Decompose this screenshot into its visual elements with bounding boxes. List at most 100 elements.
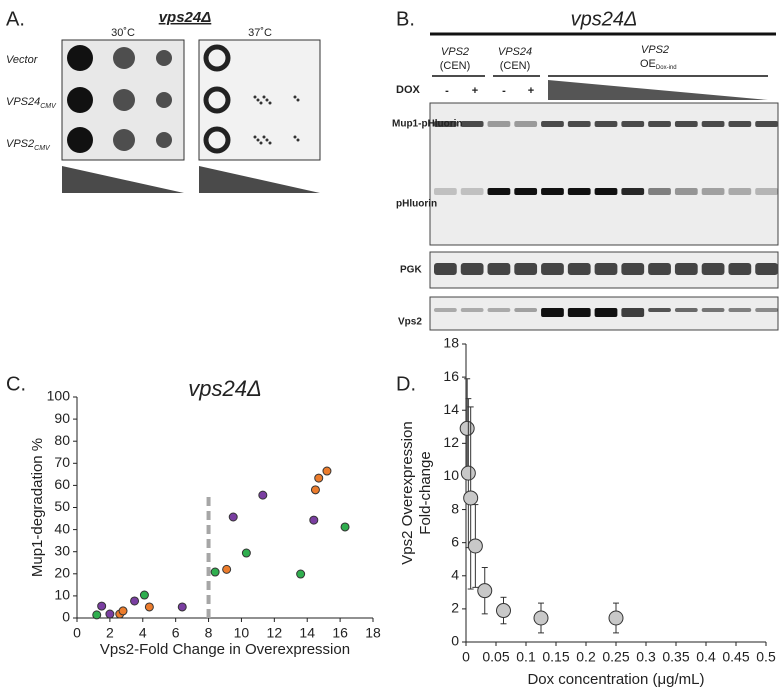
x-tick-label: 0.45 <box>722 649 749 665</box>
spot <box>265 138 269 142</box>
band <box>514 308 538 312</box>
band <box>621 308 645 317</box>
band <box>434 188 457 195</box>
point <box>496 603 511 619</box>
spot <box>293 135 297 139</box>
x-tick-label: 16 <box>332 625 348 641</box>
y-tick-label: 80 <box>54 432 70 448</box>
band <box>434 308 457 312</box>
y-tick-label: 6 <box>451 533 459 549</box>
point <box>608 610 624 626</box>
point <box>222 564 232 574</box>
panel-title: vps24Δ <box>159 9 212 26</box>
decoration <box>61 32 779 331</box>
band <box>594 121 618 127</box>
band <box>648 263 671 275</box>
band <box>728 308 752 312</box>
spot <box>262 135 266 139</box>
band <box>674 121 698 127</box>
band <box>567 121 591 127</box>
y-tick-label: 16 <box>443 368 459 384</box>
band-label: Vps2 <box>398 317 422 328</box>
y-tick-label: 4 <box>451 566 459 582</box>
y-tick-label: 18 <box>443 335 459 351</box>
x-tick-label: 0.15 <box>542 649 569 665</box>
panel-label: D. <box>396 373 416 395</box>
panel-label: A. <box>6 8 25 30</box>
band <box>674 308 698 312</box>
band <box>728 188 752 195</box>
spot <box>262 95 266 99</box>
x-axis-label: Dox concentration (μg/mL) <box>527 671 704 688</box>
point <box>296 569 306 579</box>
y-tick-label: 0 <box>62 609 70 625</box>
band <box>487 308 511 312</box>
band-label: pHluorin <box>396 199 437 210</box>
row-name: VPS2 <box>6 138 34 150</box>
row-label: VPS2CMV <box>6 138 51 152</box>
spot <box>296 98 300 102</box>
y-axis-label: Mup1-degradation % <box>29 438 46 577</box>
spot <box>253 95 257 99</box>
band <box>487 188 511 195</box>
y-tick-label: 8 <box>451 500 459 516</box>
band <box>594 308 618 317</box>
x-tick-label: 0.35 <box>662 649 689 665</box>
spot <box>203 86 231 114</box>
band <box>514 188 538 195</box>
x-tick-label: 8 <box>205 625 213 641</box>
point <box>130 596 140 606</box>
spot <box>268 141 272 145</box>
y-tick-label: 40 <box>54 520 70 536</box>
y-tick-label: 0 <box>451 633 459 649</box>
y-tick-label: 12 <box>443 434 459 450</box>
spot <box>67 45 93 71</box>
y-tick-label: 10 <box>54 587 70 603</box>
point <box>460 465 476 481</box>
y-tick-label: 90 <box>54 410 70 426</box>
x-tick-label: 0.4 <box>696 649 716 665</box>
spot <box>203 44 231 72</box>
group-label: VPS24 <box>498 46 532 58</box>
group-label: OEDox-ind <box>640 58 677 71</box>
spot <box>256 138 260 142</box>
group-sub: Dox-ind <box>656 65 677 71</box>
x-tick-label: 0.1 <box>516 649 536 665</box>
band <box>701 188 725 195</box>
band <box>621 121 645 127</box>
temperature: 37˚C <box>248 27 272 39</box>
point <box>241 548 251 558</box>
band <box>648 188 671 195</box>
point <box>228 512 238 522</box>
x-tick-label: 0.05 <box>482 649 509 665</box>
temperature: 30˚C <box>111 27 135 39</box>
x-tick-label: 0.3 <box>636 649 656 665</box>
band <box>648 308 671 312</box>
point <box>210 567 220 577</box>
spot <box>259 101 263 105</box>
band <box>594 188 618 195</box>
point <box>118 606 128 616</box>
point <box>92 610 102 620</box>
y-axis-label: Vps2 Overexpression <box>399 421 416 564</box>
x-tick-label: 0.25 <box>602 649 629 665</box>
x-tick-label: 10 <box>234 625 250 641</box>
band <box>514 263 538 275</box>
group-label: VPS2 <box>441 46 469 58</box>
y-tick-label: 60 <box>54 476 70 492</box>
band <box>728 263 752 275</box>
point <box>139 590 149 600</box>
x-tick-label: 14 <box>299 625 315 641</box>
band <box>460 188 484 195</box>
y-tick-label: 50 <box>54 498 70 514</box>
dox-gradient <box>548 80 768 100</box>
band <box>594 263 618 275</box>
x-tick-label: 6 <box>172 625 180 641</box>
point <box>340 522 350 532</box>
band <box>541 188 564 195</box>
x-tick-label: 0.5 <box>756 649 776 665</box>
band <box>434 263 457 275</box>
x-tick-label: 0 <box>462 649 470 665</box>
band <box>621 188 645 195</box>
